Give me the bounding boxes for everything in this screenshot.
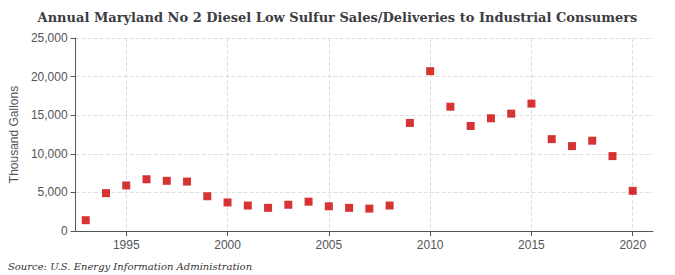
svg-text:2000: 2000 [214, 238, 241, 252]
svg-text:1995: 1995 [113, 238, 140, 252]
svg-text:15,000: 15,000 [31, 108, 68, 122]
svg-text:2005: 2005 [315, 238, 342, 252]
svg-text:0: 0 [61, 224, 68, 238]
svg-text:Annual Maryland No 2 Diesel Lo: Annual Maryland No 2 Diesel Low Sulfur S… [37, 10, 638, 25]
svg-text:20,000: 20,000 [31, 70, 68, 84]
svg-text:25,000: 25,000 [31, 31, 68, 45]
svg-text:Thousand Gallons: Thousand Gallons [7, 86, 21, 183]
svg-text:2020: 2020 [619, 238, 646, 252]
svg-text:5,000: 5,000 [38, 185, 68, 199]
svg-text:Source: U.S. Energy Informatio: Source: U.S. Energy Information Administ… [8, 261, 252, 272]
svg-text:10,000: 10,000 [31, 147, 68, 161]
svg-text:2010: 2010 [417, 238, 444, 252]
svg-text:2015: 2015 [518, 238, 545, 252]
